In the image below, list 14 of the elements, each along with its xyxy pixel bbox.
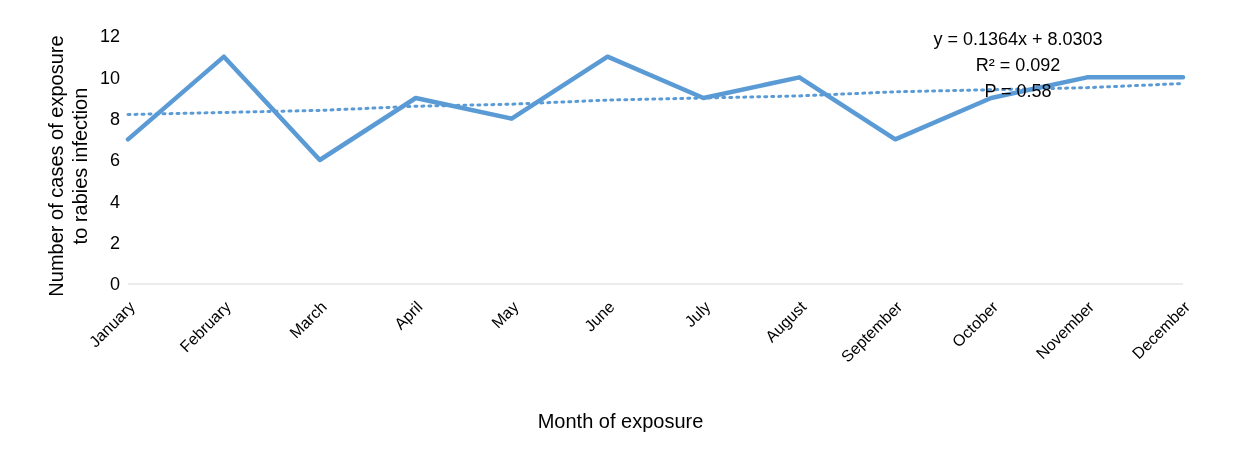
annotation: y = 0.1364x + 8.0303 — [932, 28, 1104, 51]
y-tick-label: 8 — [109, 109, 120, 130]
x-tick-label: May — [488, 298, 522, 332]
y-tick-label: 6 — [109, 150, 120, 171]
y-axis-title: Number of cases of exposure to rabies infection — [45, 34, 91, 297]
x-axis-title: Month of exposure — [536, 410, 705, 433]
y-tick-label: 4 — [109, 191, 120, 212]
y-tick-label: 2 — [109, 233, 120, 254]
y-tick-label: 0 — [109, 274, 120, 295]
annotation: R² = 0.092 — [974, 54, 1062, 77]
x-tick-label: July — [681, 298, 714, 331]
y-tick-label: 10 — [99, 67, 120, 88]
line-series — [125, 54, 1186, 163]
y-tick-label: 12 — [99, 26, 120, 47]
